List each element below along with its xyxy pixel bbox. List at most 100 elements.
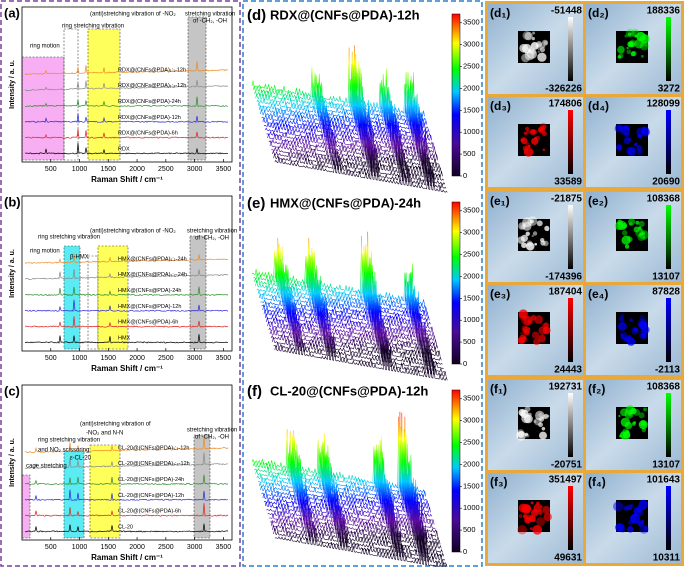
tile-max: 108368 xyxy=(647,194,681,205)
spectral-ridge xyxy=(261,285,435,337)
sample-texture xyxy=(537,50,541,53)
annotation: (anti)stretching vibration of xyxy=(80,422,151,428)
sample-texture xyxy=(642,236,646,239)
annotation: ring stretching vibration xyxy=(38,235,100,241)
annotation: cage stretching xyxy=(26,464,67,470)
x-tick-label: 3500 xyxy=(216,166,232,173)
x-tick-label: 2000 xyxy=(129,355,145,362)
sample-texture xyxy=(518,222,526,230)
middle-border xyxy=(242,0,483,567)
spectrum xyxy=(24,113,229,123)
spectral-ridge xyxy=(273,333,447,377)
tile-min: 20690 xyxy=(652,177,680,188)
x-tick-label: 1000 xyxy=(72,355,88,362)
sample-texture xyxy=(634,38,644,49)
tile-label: (e₂) xyxy=(588,194,608,208)
band-region xyxy=(97,245,129,350)
sample-texture xyxy=(637,505,640,508)
sample-texture xyxy=(620,524,625,528)
colorbar-tick-label: 3000 xyxy=(463,416,480,425)
sample-texture xyxy=(617,321,627,331)
colorbar-tick-label: 3000 xyxy=(463,228,480,237)
spectrum xyxy=(24,489,229,501)
spectral-ridge xyxy=(251,47,425,117)
series-label: HMX@(CNFs@PDA)₁:₂-24h xyxy=(118,272,187,278)
sample-texture xyxy=(542,39,549,46)
spectrum xyxy=(24,334,229,344)
tile-min: 49631 xyxy=(554,553,582,564)
sample-texture xyxy=(618,525,626,533)
sample-texture xyxy=(522,504,531,513)
tile-max: -51448 xyxy=(551,6,583,17)
sample-texture xyxy=(532,231,538,236)
band-region xyxy=(89,444,121,539)
colorbar-tick-label: 2500 xyxy=(463,250,480,259)
sample-texture xyxy=(643,407,647,412)
tile-max: 101643 xyxy=(647,475,681,486)
tile-max: 351497 xyxy=(549,475,583,486)
annotation: ring motion xyxy=(30,44,60,50)
left-border xyxy=(0,0,241,567)
sample-texture xyxy=(531,331,540,339)
sample-texture xyxy=(630,51,636,57)
tile-max: 108368 xyxy=(647,382,681,393)
x-tick-label: 2500 xyxy=(158,544,174,551)
series-label: CL-20@(CNFs@PDA)₁:₂-12h xyxy=(118,461,190,467)
tile-colorbar xyxy=(568,205,573,269)
sample-texture xyxy=(624,244,630,249)
x-tick-label: 500 xyxy=(45,166,57,173)
sample-texture xyxy=(517,337,525,345)
sample-texture xyxy=(629,318,633,322)
x-tick-label: 2500 xyxy=(158,355,174,362)
sample-texture xyxy=(636,144,643,151)
tile-min: 10311 xyxy=(653,553,681,564)
sample-texture xyxy=(626,337,636,346)
x-tick-label: 3000 xyxy=(187,355,203,362)
spectral-ridge xyxy=(257,73,431,137)
sample-texture xyxy=(522,514,528,519)
x-tick-label: 1500 xyxy=(101,544,117,551)
sample-texture xyxy=(620,334,626,340)
series-label: HMX@(CNFs@PDA)₁:₁-24h xyxy=(118,256,187,262)
sample-texture xyxy=(639,37,642,40)
series-label: RDX@(CNFs@PDA)-6h xyxy=(118,131,178,137)
panel-label: (f) xyxy=(247,383,262,400)
sample-texture xyxy=(533,338,541,346)
tile-min: -20751 xyxy=(551,460,583,471)
sample-texture xyxy=(542,148,546,152)
colorbar-tick-label: 3500 xyxy=(463,18,480,27)
band-region xyxy=(63,450,85,539)
spectrum xyxy=(24,299,229,312)
sample-texture xyxy=(522,31,532,40)
spectral-ridge xyxy=(255,443,429,505)
sample-texture xyxy=(523,315,534,326)
colorbar xyxy=(451,13,461,177)
tile-label: (d₃) xyxy=(490,99,511,113)
sample-texture xyxy=(638,419,648,430)
sample-texture xyxy=(627,41,634,48)
sample-texture xyxy=(529,527,533,531)
sample-texture xyxy=(516,430,526,441)
spectral-ridge xyxy=(261,461,435,525)
tile-label: (d₁) xyxy=(490,6,510,20)
spectrum xyxy=(24,286,229,296)
panel-label: (e) xyxy=(247,195,265,212)
colorbar-tick-label: 2500 xyxy=(463,62,480,71)
band-region xyxy=(87,28,121,161)
sample-texture xyxy=(542,505,551,514)
sample-texture xyxy=(624,125,630,131)
sample-texture xyxy=(518,514,523,518)
sample-texture xyxy=(527,144,531,148)
annotation: ring stretching vibration xyxy=(38,438,100,444)
series-label: CL-20@(CNFs@PDA)-24h xyxy=(118,477,184,483)
spectrum xyxy=(24,523,229,533)
tile-min: 13107 xyxy=(652,460,680,471)
sample-texture xyxy=(538,334,546,343)
colorbar-tick-label: 0 xyxy=(463,171,467,180)
x-tick-label: 500 xyxy=(45,544,57,551)
series-label: CL-20@(CNFs@PDA)₁:₁-12h xyxy=(118,445,189,451)
colorbar-tick-label: 2000 xyxy=(463,271,480,280)
annotation: ring stretching vibration xyxy=(62,24,124,30)
sample-texture xyxy=(536,220,543,227)
sample-texture xyxy=(537,52,547,62)
